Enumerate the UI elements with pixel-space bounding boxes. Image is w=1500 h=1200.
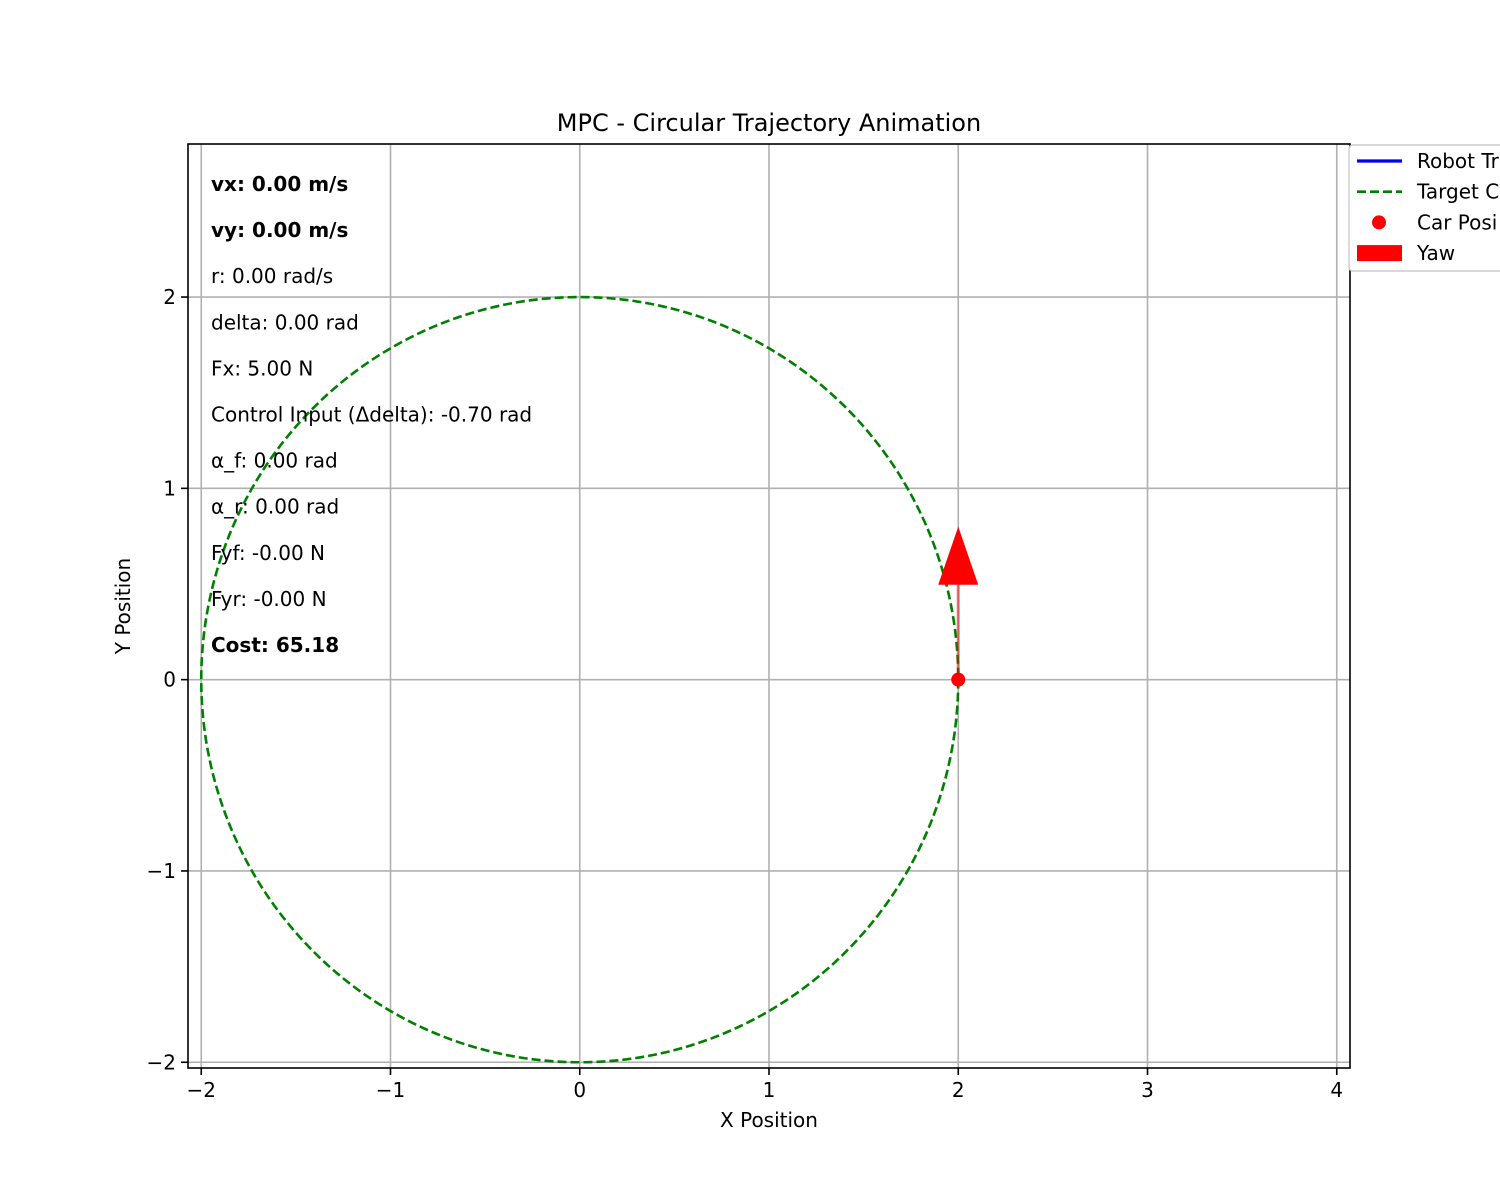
chart-title: MPC - Circular Trajectory Animation [557,109,981,137]
state-info-line: Cost: 65.18 [211,633,339,657]
state-info-line: vy: 0.00 m/s [211,218,348,242]
yaw-arrow-shaft [956,584,960,680]
plot-area [199,295,979,1064]
legend: Robot Tr Target C Car Posi Yaw [1348,144,1500,272]
y-tick-label: 1 [163,476,176,500]
y-axis-label: Y Position [111,558,135,655]
x-tick-label: 1 [763,1078,776,1102]
x-tick-label: 2 [952,1078,965,1102]
x-tick-label: −1 [376,1078,405,1102]
state-info-line: delta: 0.00 rad [211,310,359,334]
y-tick-label: −2 [147,1050,176,1074]
x-tick-label: 3 [1141,1078,1154,1102]
state-info-line: α_f: 0.00 rad [211,449,338,473]
state-info-line: r: 0.00 rad/s [211,264,333,288]
legend-label: Target C [1416,180,1499,204]
y-tick-label: 0 [163,668,176,692]
legend-label: Robot Tr [1417,149,1500,173]
state-info-line: α_r: 0.00 rad [211,495,339,519]
state-info-line: Fyf: -0.00 N [211,541,325,565]
y-tick-label: 2 [163,285,176,309]
state-info-line: Fx: 5.00 N [211,356,313,380]
axis-ticks: −2 −1 0 1 2 3 4 −2 −1 0 1 2 [147,285,1344,1102]
legend-swatch-marker [1372,215,1386,230]
x-axis-label: X Position [720,1108,818,1132]
car-position-marker [951,672,966,687]
y-tick-label: −1 [147,859,176,883]
state-info-panel: vx: 0.00 m/s vy: 0.00 m/s r: 0.00 rad/s del… [211,172,532,657]
x-tick-label: −2 [187,1078,216,1102]
grid [188,144,1350,1068]
legend-swatch-patch [1357,245,1402,262]
x-tick-label: 4 [1330,1078,1343,1102]
x-tick-label: 0 [573,1078,586,1102]
legend-label: Yaw [1416,241,1455,265]
state-info-line: Control Input (Δdelta): -0.70 rad [211,403,532,427]
yaw-arrow-head [938,526,979,585]
legend-box [1348,144,1500,272]
state-info-line: vx: 0.00 m/s [211,172,348,196]
state-info-line: Fyr: -0.00 N [211,587,327,611]
legend-label: Car Posi [1417,210,1497,234]
